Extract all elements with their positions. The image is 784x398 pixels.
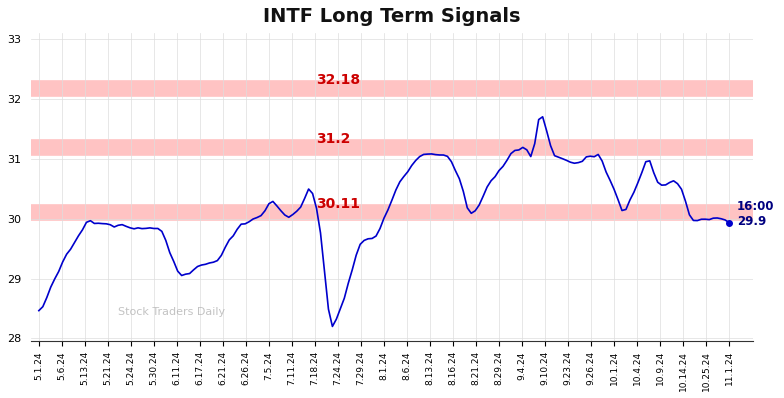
Text: 30.11: 30.11: [317, 197, 361, 211]
Text: 31.2: 31.2: [317, 132, 351, 146]
Title: INTF Long Term Signals: INTF Long Term Signals: [263, 7, 521, 26]
Text: 16:00
29.9: 16:00 29.9: [737, 200, 775, 228]
Text: Stock Traders Daily: Stock Traders Daily: [118, 307, 225, 317]
Text: 32.18: 32.18: [317, 73, 361, 87]
